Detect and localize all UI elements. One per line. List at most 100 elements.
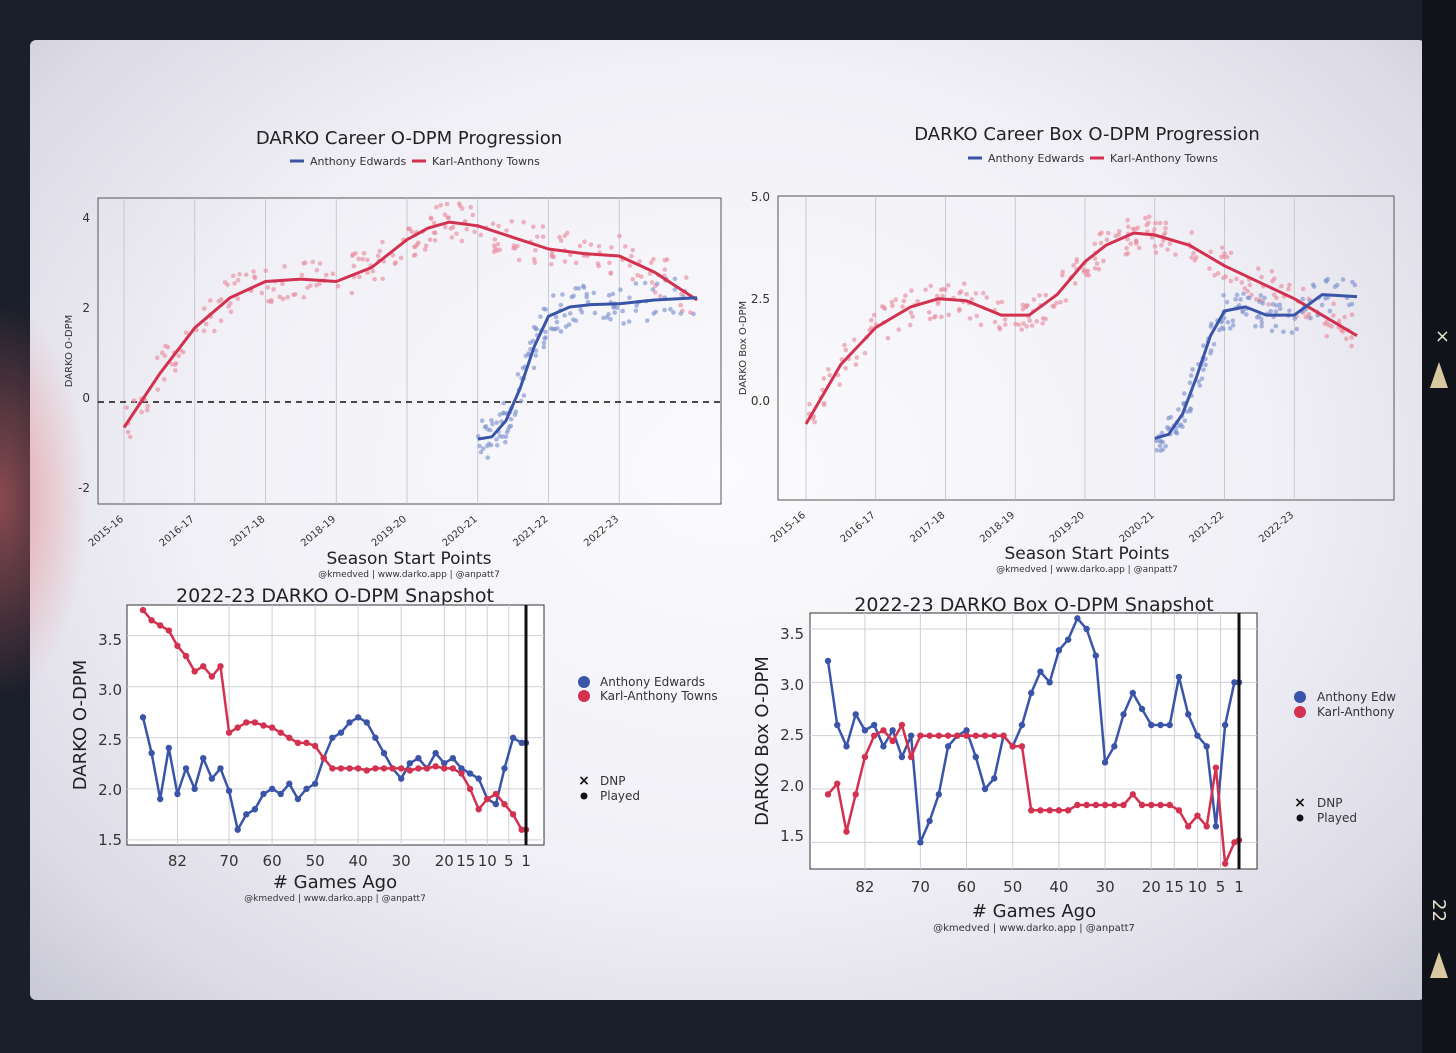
- data-point: [837, 382, 842, 387]
- x-tick-label: 20: [435, 852, 454, 870]
- x-tick-label: 2017-18: [228, 514, 267, 549]
- data-point: [540, 224, 546, 229]
- data-point: [553, 314, 559, 320]
- data-point: [1239, 280, 1245, 285]
- data-point: [1166, 721, 1173, 729]
- data-point: [483, 424, 489, 429]
- data-point: [148, 749, 155, 757]
- data-point: [294, 795, 302, 803]
- data-point: [1105, 230, 1111, 236]
- data-point: [861, 753, 869, 761]
- data-point: [579, 309, 585, 315]
- data-point: [277, 294, 283, 300]
- data-point: [1128, 241, 1133, 246]
- data-point: [880, 743, 887, 750]
- data-point: [1058, 299, 1063, 305]
- data-point: [191, 785, 198, 793]
- data-point: [935, 791, 943, 798]
- y-tick-label: 2.5: [751, 292, 770, 306]
- data-point: [372, 734, 379, 741]
- data-point: [1046, 807, 1053, 814]
- data-point: [944, 732, 952, 739]
- data-point: [1101, 801, 1109, 809]
- data-point: [1242, 286, 1248, 291]
- x-tick-label: 2019-20: [370, 514, 409, 549]
- data-point: [265, 285, 271, 290]
- y-ticks: 3.5 3.0 2.5 2.0 1.5: [98, 631, 122, 849]
- data-point: [1207, 266, 1212, 271]
- x-tick-label: 70: [220, 852, 239, 870]
- legend-label-dnp: DNP: [1317, 796, 1342, 810]
- data-point: [533, 247, 538, 253]
- dnp-x-icon: ×: [578, 773, 590, 789]
- data-point: [1258, 293, 1264, 298]
- data-point: [573, 318, 579, 323]
- data-point: [1174, 431, 1180, 436]
- data-point: [1225, 320, 1231, 325]
- data-point: [1259, 274, 1264, 280]
- data-point: [504, 430, 510, 435]
- data-point: [131, 398, 137, 403]
- data-point: [1269, 268, 1275, 274]
- data-point: [549, 250, 555, 256]
- data-point: [1101, 258, 1106, 264]
- data-point: [165, 627, 173, 634]
- data-point: [1146, 220, 1151, 226]
- y-tick-label: 2.5: [780, 726, 804, 744]
- x-ticks: 82 70 60 50 40 30 20 15 10 5 1: [168, 852, 531, 870]
- data-point: [504, 228, 509, 233]
- data-point: [1043, 292, 1049, 298]
- legend-label-towns: Karl-Anthony Towns: [1110, 152, 1218, 165]
- data-point: [909, 288, 914, 293]
- data-point: [588, 242, 594, 247]
- chart-snapshot-odpm: 2022-23 DARKO O-DPM Snapshot 3.5 3.0 2.5…: [70, 585, 718, 904]
- data-point: [234, 724, 241, 731]
- data-point: [1221, 721, 1229, 729]
- data-point: [973, 291, 979, 296]
- legend-swatch-towns: [1294, 706, 1306, 718]
- data-point: [889, 299, 895, 305]
- data-point: [174, 642, 181, 650]
- data-point: [1054, 300, 1059, 306]
- data-point: [496, 223, 501, 229]
- data-point: [432, 763, 439, 770]
- data-point: [1092, 652, 1100, 659]
- data-point: [320, 754, 327, 762]
- data-point: [492, 237, 498, 242]
- source-credit: @kmedved | www.darko.app | @anpatt7: [244, 894, 426, 904]
- data-point: [926, 732, 933, 739]
- data-point: [1037, 807, 1044, 814]
- data-point: [1203, 823, 1210, 830]
- data-point: [1233, 297, 1238, 302]
- x-tick-label: 60: [957, 878, 976, 896]
- data-point: [422, 247, 428, 252]
- data-point: [1025, 303, 1030, 308]
- data-point: [157, 795, 164, 803]
- data-point: [558, 302, 564, 308]
- data-point: [592, 310, 598, 316]
- data-point: [468, 204, 474, 210]
- data-point: [370, 268, 376, 274]
- legend-swatch-edwards: [1294, 691, 1306, 703]
- data-point: [1240, 309, 1246, 315]
- data-point: [523, 353, 529, 359]
- data-point: [1331, 313, 1336, 318]
- y-tick-label: 2.0: [98, 781, 122, 799]
- data-point: [1182, 391, 1187, 396]
- data-point: [329, 734, 336, 741]
- x-axis-label: Season Start Points: [326, 549, 491, 569]
- data-point: [854, 355, 860, 360]
- data-point: [551, 293, 556, 298]
- data-point: [1208, 348, 1214, 353]
- data-point: [889, 737, 896, 745]
- data-point: [533, 326, 539, 332]
- data-point: [252, 275, 258, 281]
- data-point: [596, 243, 602, 249]
- plot-grid: [98, 198, 721, 504]
- data-point: [843, 828, 850, 835]
- data-point: [380, 239, 385, 245]
- data-point: [972, 732, 979, 739]
- data-point: [633, 308, 639, 313]
- data-point: [280, 281, 285, 287]
- data-point: [208, 775, 216, 782]
